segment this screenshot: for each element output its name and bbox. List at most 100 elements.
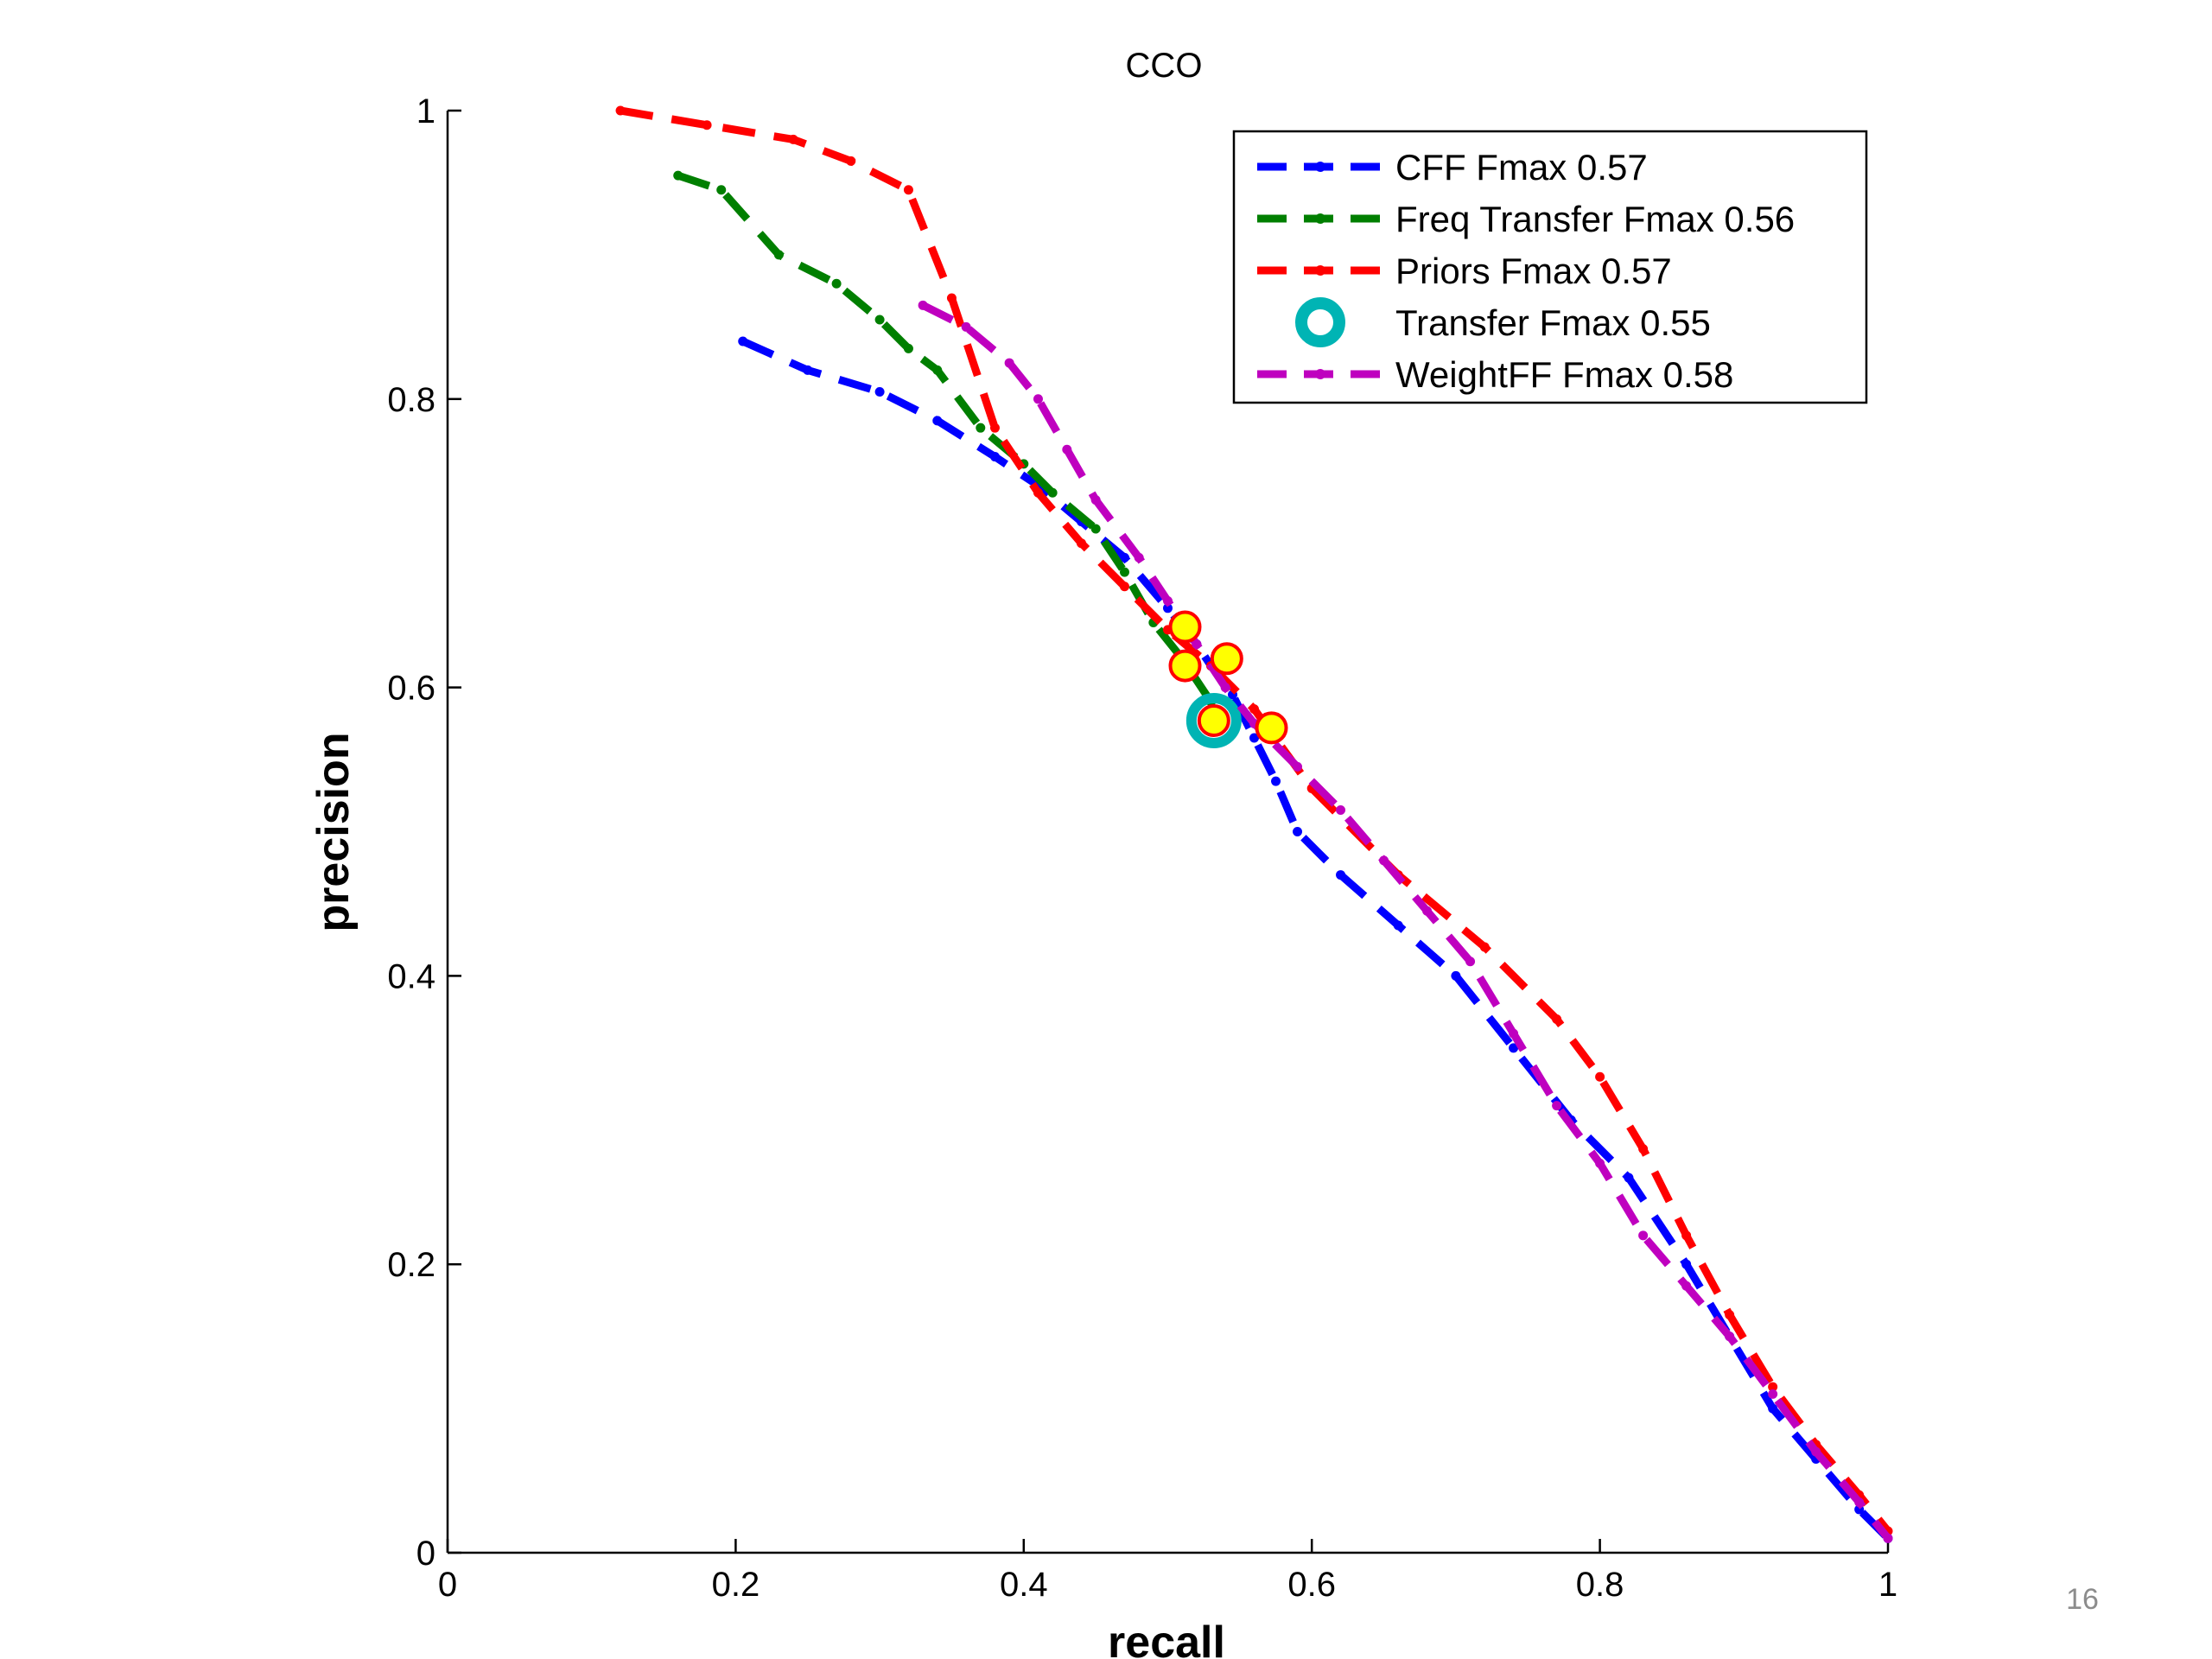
x-axis-label: recall: [1108, 1618, 1225, 1659]
series-point: [1293, 827, 1303, 836]
series-point: [1062, 444, 1072, 454]
series-point: [874, 386, 885, 397]
series-point: [1509, 1028, 1519, 1039]
series-point: [615, 105, 626, 116]
y-tick-label: 0.6: [387, 670, 435, 708]
x-tick-label: 0.6: [1287, 1566, 1336, 1604]
series-point: [1336, 870, 1346, 880]
series-point: [932, 416, 943, 426]
series-point: [1293, 761, 1303, 772]
series-point: [1681, 1230, 1692, 1241]
y-tick-label: 0.4: [387, 957, 435, 995]
legend-item: WeightFF Fmax 0.58: [1257, 354, 1733, 395]
series-point: [1451, 970, 1461, 981]
series-point: [788, 134, 798, 144]
series-point: [1033, 394, 1043, 404]
fmax-marker: [1210, 642, 1243, 676]
series-point: [1479, 942, 1490, 952]
series-point: [1768, 1382, 1778, 1392]
series-point: [738, 336, 748, 346]
series-point: [1004, 358, 1014, 368]
series-point: [716, 185, 727, 195]
series-point: [932, 365, 943, 375]
series-point: [1076, 538, 1086, 549]
legend-item: Freq Transfer Fmax 0.56: [1257, 199, 1795, 239]
y-tick-label: 0.8: [387, 381, 435, 419]
series-point: [673, 170, 683, 181]
series-point: [989, 423, 1000, 433]
x-tick-label: 0.2: [712, 1566, 760, 1604]
legend-swatch-dot: [1315, 369, 1325, 379]
series-point: [1509, 1043, 1519, 1053]
series-point: [1393, 920, 1403, 931]
series-point: [1033, 487, 1043, 498]
legend-item: CFF Fmax 0.57: [1257, 147, 1648, 188]
series-line: [741, 337, 1891, 1541]
x-tick-label: 0.8: [1576, 1566, 1624, 1604]
series-point: [1854, 1497, 1865, 1508]
series-point: [989, 452, 1000, 462]
series-point: [1681, 1259, 1692, 1269]
x-tick-label: 1: [1878, 1566, 1897, 1604]
legend-item: Priors Fmax 0.57: [1257, 251, 1672, 291]
series-point: [1220, 683, 1230, 693]
series-point: [1638, 1230, 1649, 1241]
series-point: [1595, 1158, 1605, 1168]
series-point: [903, 185, 913, 195]
series-point: [773, 250, 784, 260]
chart-title: CCO: [1126, 47, 1203, 85]
series-point: [831, 278, 842, 289]
series-point: [1336, 804, 1346, 815]
series-line: [677, 171, 1215, 704]
legend-label: Freq Transfer Fmax 0.56: [1395, 199, 1795, 239]
fmax-points: [1168, 610, 1288, 745]
legend-label: CFF Fmax 0.57: [1395, 147, 1648, 188]
series-point: [1681, 1281, 1692, 1291]
series-point: [1249, 704, 1260, 715]
x-tick-label: 0.4: [1000, 1566, 1048, 1604]
series-point: [874, 315, 885, 325]
y-axis-label: precision: [308, 732, 359, 931]
series-point: [1768, 1389, 1778, 1399]
series-point: [1552, 1014, 1562, 1024]
series-point: [1725, 1310, 1735, 1320]
x-ticks: 0 0.2 0.4 0.6 0.8 1: [438, 1539, 1897, 1604]
series-point: [1624, 1173, 1634, 1183]
legend-box: [1232, 130, 1868, 404]
series-point: [1134, 552, 1144, 563]
series-4: [918, 300, 1893, 1543]
series-1: [673, 170, 1217, 707]
series-point: [1379, 855, 1389, 866]
fmax-marker: [1168, 610, 1202, 644]
series-point: [1465, 957, 1476, 967]
series-point: [803, 365, 813, 375]
y-tick-label: 0: [416, 1535, 435, 1573]
series-point: [1119, 582, 1129, 592]
legend-swatch: [1295, 297, 1345, 347]
series-point: [918, 300, 928, 310]
series-line: [921, 302, 1891, 1541]
series-point: [1119, 567, 1129, 577]
series-point: [846, 156, 856, 166]
series-point: [1725, 1332, 1735, 1342]
legend-label: WeightFF Fmax 0.58: [1395, 354, 1733, 395]
legend-label: Priors Fmax 0.57: [1395, 251, 1672, 291]
series-point: [1271, 776, 1281, 786]
page-number: 16: [2066, 1583, 2099, 1616]
legend-label: Transfer Fmax 0.55: [1395, 302, 1711, 343]
series-point: [1552, 1101, 1562, 1111]
legend: CFF Fmax 0.57 Freq Transfer Fmax 0.56 Prio…: [1232, 130, 1868, 404]
y-ticks: 0 0.2 0.4 0.6 0.8 1: [387, 92, 461, 1573]
series-point: [946, 293, 957, 303]
series-point: [1090, 495, 1101, 505]
series-point: [1192, 639, 1202, 650]
series-point: [976, 423, 986, 433]
series-point: [1768, 1403, 1778, 1414]
fmax-marker: [1168, 649, 1202, 683]
series-point: [1249, 733, 1260, 743]
series-point: [1119, 552, 1129, 563]
series-point: [1163, 603, 1173, 613]
series-point: [1811, 1446, 1821, 1457]
series-point: [903, 343, 913, 353]
